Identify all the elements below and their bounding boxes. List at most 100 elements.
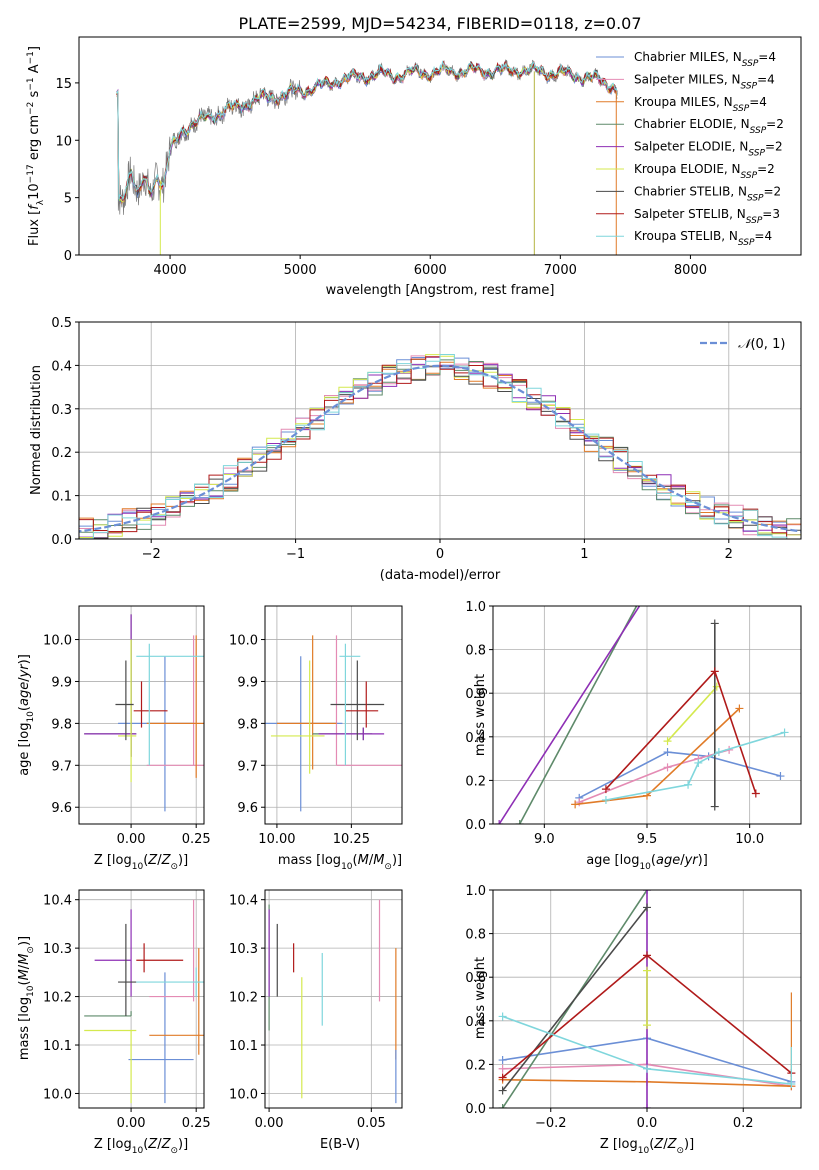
plot-area [265,635,402,812]
legend-entry-kroupa-stelib: Kroupa STELIB, NSSP=4 [634,229,772,248]
model-kroupa-stelib [116,60,618,201]
plot-area [79,354,801,539]
model-chabrier-miles [116,63,618,204]
y-axis-label: mass weight [473,674,488,756]
weight-marker [751,789,760,798]
panel-5: 0.00 0.25 10.0 10.1 10.2 10.3 10.4 mass [log10(… [17,889,211,1156]
plot-area [495,558,789,824]
weight-marker [498,1064,507,1073]
panel-6: 0.00 0.05 10.0 10.1 10.2 10.3 10.4 E(B-V) [229,889,403,1152]
plot-area [116,59,618,255]
y-tick-label: 10.0 [229,634,258,649]
histogram-salpeter-stelib [79,356,801,539]
weight-marker [664,558,672,566]
weight-marker [498,1012,507,1021]
plot-area [498,890,796,1108]
legend-entry-salpeter-stelib: Salpeter STELIB, NSSP=3 [634,207,780,226]
y-tick-label: 9.7 [51,759,72,774]
y-axis-label: mass weight [473,957,488,1039]
axes-frame [78,36,802,256]
x-axis-label: Z [log10(Z/Z⊙)] [600,1137,694,1156]
x-axis-label: Z [log10(Z/Z⊙)] [94,1137,188,1156]
x-tick-label: −0.2 [535,1116,567,1131]
legend-entry-chabrier-miles: Chabrier MILES, NSSP=4 [634,50,776,69]
y-axis-label: Normed distribution [29,365,44,495]
y-tick-label: 10.4 [43,894,72,909]
x-tick-label: 0.05 [357,1116,386,1131]
y-tick-label: 0.6 [465,971,486,986]
weight-marker [684,780,693,789]
weight-marker [498,1073,507,1082]
weight-marker [663,748,672,757]
y-tick-label: 0 [64,249,72,264]
x-tick-label: 0.2 [733,1116,754,1131]
y-tick-label: 0.0 [465,818,486,833]
histogram-salpeter-elodie [79,356,801,539]
y-tick-label: 10.4 [229,894,258,909]
y-tick-label: 10.2 [43,991,72,1006]
weight-marker [663,763,672,772]
y-tick-label: 0.4 [465,1015,486,1030]
y-tick-label: 10.3 [229,942,258,957]
y-tick-label: 0.4 [51,359,72,374]
x-tick-label: −1 [286,547,305,562]
weight-marker [498,1086,507,1095]
y-tick-label: 10.2 [229,991,258,1006]
y-tick-label: 10.0 [229,1087,258,1102]
y-tick-label: 0.4 [465,731,486,746]
weight-marker [643,966,651,975]
y-axis-label: Flux [fλ10−17 erg cm−2 s−1 A−1] [26,46,46,246]
weight-marker [710,667,719,676]
weight-marker [571,800,580,809]
axes-frame [78,605,205,825]
x-tick-label: 0.00 [117,1116,146,1131]
y-tick-label: 5 [64,192,72,207]
x-tick-label: 10.0 [735,832,764,847]
x-tick-label: 10.00 [258,832,295,847]
panel-0: 4000 5000 6000 7000 8000 0 5 10 15 Flux [fλ10−17 … [26,36,802,298]
y-tick-label: 9.8 [51,717,72,732]
x-tick-label: 0.00 [255,1116,284,1131]
legend-entry-gaussian: 𝒩(0, 1) [738,337,785,352]
x-tick-label: 0.25 [182,832,211,847]
weight-marker [495,820,504,824]
weight-marker [575,798,584,807]
x-tick-label: 1 [580,547,588,562]
x-tick-label: 9.5 [637,832,658,847]
y-tick-label: 0.6 [465,687,486,702]
y-tick-label: 10.1 [43,1039,72,1054]
model-salpeter-stelib [116,61,618,202]
panel-1: −2 −1 0 1 2 0.0 0.1 0.2 0.3 0.4 0.5 𝒩(0, 1) Normed d… [29,316,802,583]
weight-marker [735,704,744,713]
x-tick-label: −2 [142,547,161,562]
y-axis-label: mass [log10(M/M⊙)] [17,936,36,1060]
y-tick-label: 0.2 [465,774,486,789]
y-tick-label: 0.8 [465,644,486,659]
axes-frame [78,889,205,1109]
x-axis-label: E(B-V) [320,1137,360,1152]
x-tick-label: 0.25 [182,1116,211,1131]
y-tick-label: 15 [55,77,72,92]
x-tick-label: 5000 [284,263,317,278]
weight-marker [498,1104,507,1108]
y-tick-label: 0.2 [51,446,72,461]
weight-marker [601,785,610,794]
axes-frame [264,605,403,825]
weight-marker [663,737,672,746]
y-tick-label: 0.3 [51,403,72,418]
x-axis-label: age [log10(age/yr)] [586,853,708,872]
y-tick-label: 1.0 [465,884,486,899]
x-tick-label: 0.00 [117,832,146,847]
y-tick-label: 10.3 [43,942,72,957]
weight-marker [643,1064,651,1073]
x-axis-label: Z [log10(Z/Z⊙)] [94,853,188,872]
y-tick-label: 0.5 [51,316,72,331]
y-tick-label: 9.9 [237,675,258,690]
panel-2: 0.00 0.25 9.6 9.7 9.8 9.9 10.0 age [log10(age/y… [17,605,211,872]
panel-3: 10.00 10.25 9.6 9.7 9.8 9.9 10.0 mass [log10(M/… [229,605,403,872]
weight-marker [643,951,651,960]
weight-marker [776,772,785,781]
x-tick-label: 7000 [544,263,577,278]
weights-kroupa-elodie [666,686,718,742]
weights-kroupa-stelib [605,731,785,801]
